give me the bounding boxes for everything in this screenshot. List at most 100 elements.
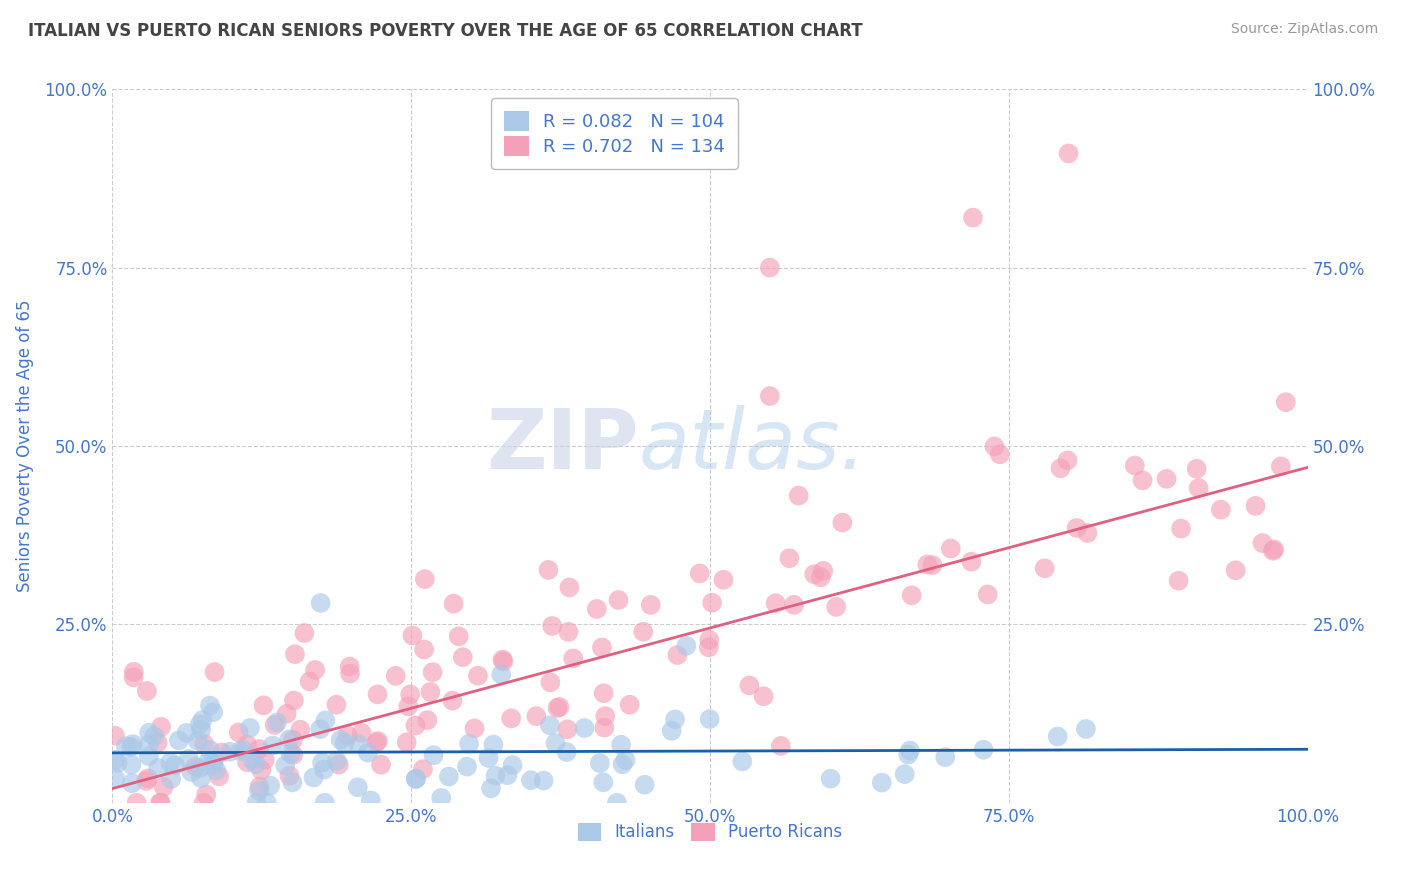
Point (136, 772, 159, 786)
Point (219, 745, 242, 759)
Point (280, 747, 302, 761)
Point (190, 723, 212, 737)
Point (281, 775, 304, 789)
Point (422, 665, 444, 680)
Point (1225, 563, 1247, 577)
Point (544, 736, 567, 750)
Point (249, 780, 271, 794)
Point (160, 772, 183, 786)
Point (778, 551, 800, 566)
Point (783, 598, 806, 612)
Point (125, 796, 148, 810)
Point (524, 709, 547, 723)
Point (1263, 542, 1285, 557)
Point (456, 759, 478, 773)
Point (384, 669, 406, 683)
Point (283, 693, 305, 707)
Point (247, 742, 270, 756)
Point (256, 796, 278, 810)
Point (228, 725, 250, 739)
Point (555, 723, 578, 737)
Point (962, 211, 984, 225)
Point (150, 720, 173, 734)
Point (281, 733, 304, 747)
Point (614, 753, 637, 767)
Point (897, 747, 920, 762)
Point (765, 596, 787, 610)
Text: Source: ZipAtlas.com: Source: ZipAtlas.com (1230, 22, 1378, 37)
Point (555, 745, 578, 759)
Point (1270, 459, 1292, 474)
Point (122, 670, 145, 684)
Point (188, 761, 211, 775)
Point (443, 597, 465, 611)
Point (274, 758, 297, 772)
Point (107, 756, 129, 770)
Point (574, 721, 596, 735)
Point (501, 711, 523, 725)
Point (138, 749, 160, 764)
Point (198, 743, 221, 757)
Point (193, 796, 215, 810)
Point (326, 754, 349, 768)
Point (121, 757, 143, 772)
Point (208, 769, 231, 783)
Point (148, 761, 170, 775)
Point (309, 596, 332, 610)
Point (441, 693, 464, 707)
Point (610, 738, 633, 752)
Point (314, 763, 336, 777)
Point (325, 698, 347, 712)
Point (190, 771, 212, 785)
Point (562, 651, 585, 665)
Point (491, 652, 513, 666)
Point (339, 666, 361, 681)
Point (416, 713, 439, 727)
Point (153, 780, 176, 794)
Point (606, 796, 628, 810)
Point (934, 750, 956, 764)
Point (939, 541, 962, 556)
Point (921, 558, 943, 573)
Point (302, 771, 325, 785)
Point (893, 767, 915, 781)
Point (988, 447, 1011, 461)
Point (437, 770, 460, 784)
Point (479, 781, 502, 796)
Point (197, 754, 219, 768)
Point (1156, 472, 1178, 486)
Point (143, 729, 166, 743)
Point (592, 775, 614, 789)
Point (177, 752, 200, 766)
Point (640, 598, 662, 612)
Point (589, 756, 612, 771)
Point (702, 596, 724, 610)
Point (1074, 722, 1097, 736)
Point (193, 737, 215, 751)
Point (759, 260, 782, 275)
Point (593, 709, 616, 723)
Point (413, 572, 436, 586)
Point (294, 626, 316, 640)
Point (191, 713, 214, 727)
Point (769, 739, 792, 753)
Point (211, 746, 233, 760)
Point (502, 758, 524, 772)
Point (520, 773, 543, 788)
Text: atlas.: atlas. (638, 406, 866, 486)
Point (247, 784, 270, 798)
Point (666, 648, 689, 662)
Point (336, 729, 359, 743)
Point (633, 624, 655, 639)
Point (350, 726, 373, 740)
Point (413, 642, 436, 657)
Point (585, 602, 607, 616)
Point (240, 752, 263, 766)
Point (825, 599, 848, 614)
Point (482, 738, 505, 752)
Point (278, 732, 301, 747)
Point (477, 751, 499, 765)
Point (202, 757, 225, 772)
Point (803, 567, 825, 582)
Text: ITALIAN VS PUERTO RICAN SENIORS POVERTY OVER THE AGE OF 65 CORRELATION CHART: ITALIAN VS PUERTO RICAN SENIORS POVERTY … (28, 22, 863, 40)
